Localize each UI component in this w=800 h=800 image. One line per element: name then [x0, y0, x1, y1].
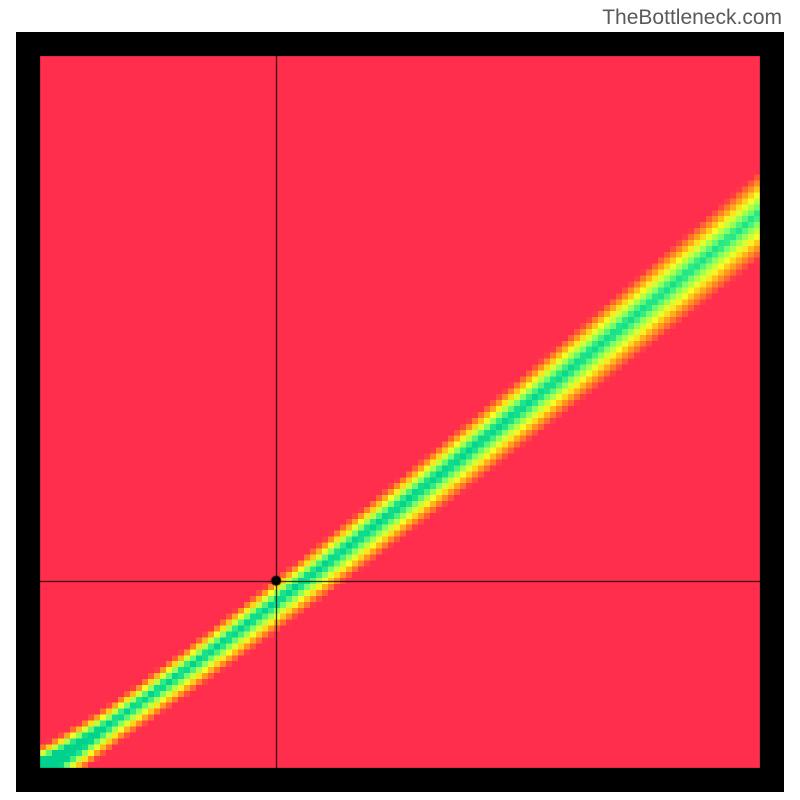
crosshair-overlay: [16, 32, 784, 792]
plot-frame: [16, 32, 784, 792]
watermark-text: TheBottleneck.com: [602, 6, 782, 30]
